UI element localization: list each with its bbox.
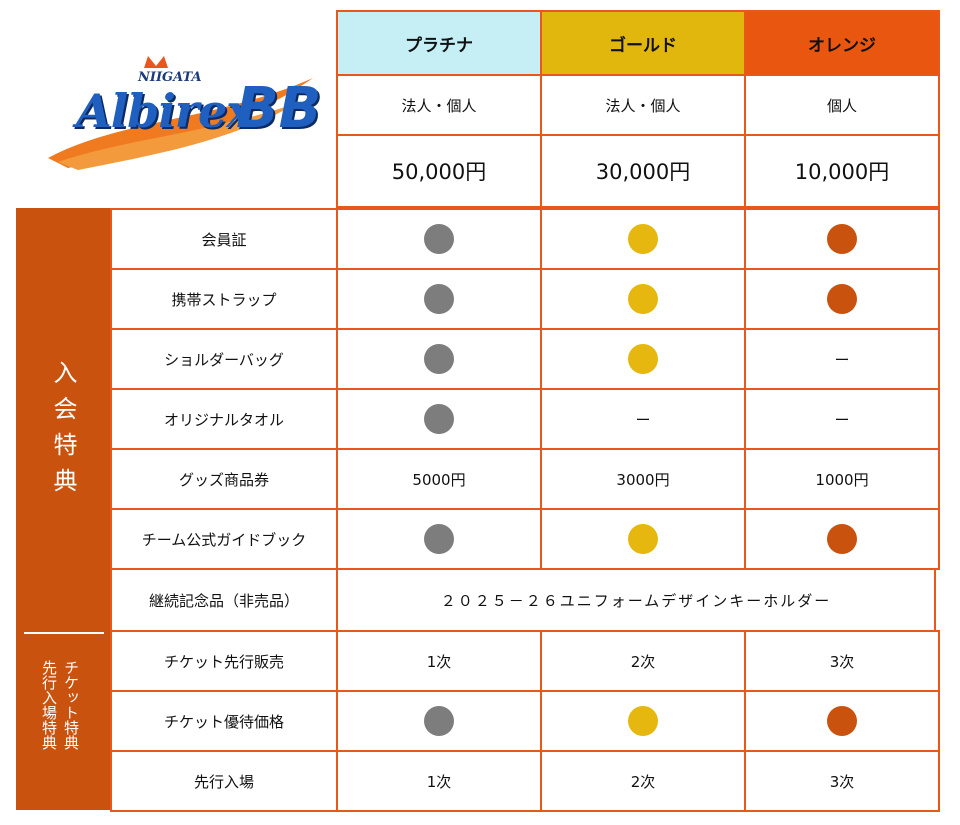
platinum-circle-icon bbox=[424, 706, 454, 736]
benefit-cell-platinum: 1次 bbox=[336, 630, 542, 692]
benefit-cell-gold bbox=[540, 208, 746, 270]
benefit-cell-gold: 3000円 bbox=[540, 448, 746, 510]
row-label: ショルダーバッグ bbox=[110, 328, 338, 390]
gold-circle-icon bbox=[628, 706, 658, 736]
gold-circle-icon bbox=[628, 284, 658, 314]
benefit-cell-gold: 2次 bbox=[540, 630, 746, 692]
orange-circle-icon bbox=[827, 524, 857, 554]
benefit-cell-platinum bbox=[336, 208, 542, 270]
price-orange: 10,000円 bbox=[744, 134, 940, 208]
platinum-circle-icon bbox=[424, 344, 454, 374]
benefit-cell-orange bbox=[744, 508, 940, 570]
gold-circle-icon bbox=[628, 224, 658, 254]
section-label-ticket-2: 先行入場特典 bbox=[40, 660, 58, 750]
benefit-cell-orange bbox=[744, 690, 940, 752]
gold-circle-icon bbox=[628, 344, 658, 374]
benefit-cell-gold: 2次 bbox=[540, 750, 746, 812]
benefit-cell-orange: ー bbox=[744, 388, 940, 450]
logo-main-text: Albirex bbox=[76, 84, 254, 138]
row-label: 会員証 bbox=[110, 208, 338, 270]
team-logo: NIIGATA Albirex BB bbox=[38, 50, 322, 175]
tier-header-platinum: プラチナ bbox=[336, 10, 542, 76]
benefit-cell-platinum bbox=[336, 328, 542, 390]
benefit-cell-platinum bbox=[336, 508, 542, 570]
row-label: 継続記念品（非売品） bbox=[110, 568, 338, 632]
benefit-cell-platinum: 5000円 bbox=[336, 448, 542, 510]
platinum-circle-icon bbox=[424, 404, 454, 434]
row-label: チケット優待価格 bbox=[110, 690, 338, 752]
platinum-circle-icon bbox=[424, 224, 454, 254]
section-label-membership: 入会特典 bbox=[49, 360, 77, 504]
benefit-cell-orange: ー bbox=[744, 328, 940, 390]
benefit-cell-gold bbox=[540, 690, 746, 752]
orange-circle-icon bbox=[827, 224, 857, 254]
benefit-cell-platinum: 1次 bbox=[336, 750, 542, 812]
platinum-circle-icon bbox=[424, 524, 454, 554]
tier-header-gold: ゴールド bbox=[540, 10, 746, 76]
tier-header-orange: オレンジ bbox=[744, 10, 940, 76]
benefit-cell-orange: 1000円 bbox=[744, 448, 940, 510]
price-gold: 30,000円 bbox=[540, 134, 746, 208]
merged-benefit-cell: ２０２５－２６ユニフォームデザインキーホルダー bbox=[336, 568, 936, 632]
benefit-cell-gold bbox=[540, 328, 746, 390]
gold-circle-icon bbox=[628, 524, 658, 554]
logo-top-text: NIIGATA bbox=[138, 70, 202, 85]
platinum-circle-icon bbox=[424, 284, 454, 314]
row-label: オリジナルタオル bbox=[110, 388, 338, 450]
eligibility-orange: 個人 bbox=[744, 74, 940, 136]
price-platinum: 50,000円 bbox=[336, 134, 542, 208]
benefit-cell-orange bbox=[744, 208, 940, 270]
benefit-cell-gold: ー bbox=[540, 388, 746, 450]
benefit-cell-orange: 3次 bbox=[744, 630, 940, 692]
section-sidebar bbox=[16, 208, 112, 810]
eligibility-gold: 法人・個人 bbox=[540, 74, 746, 136]
orange-circle-icon bbox=[827, 284, 857, 314]
benefit-cell-orange: 3次 bbox=[744, 750, 940, 812]
eligibility-platinum: 法人・個人 bbox=[336, 74, 542, 136]
benefit-cell-platinum bbox=[336, 268, 542, 330]
orange-circle-icon bbox=[827, 706, 857, 736]
row-label: チケット先行販売 bbox=[110, 630, 338, 692]
benefit-cell-gold bbox=[540, 508, 746, 570]
section-divider bbox=[24, 632, 104, 634]
section-label-ticket-1: チケット特典 bbox=[62, 660, 80, 750]
logo-suffix-text: BB bbox=[236, 76, 322, 141]
benefit-cell-platinum bbox=[336, 690, 542, 752]
row-label: チーム公式ガイドブック bbox=[110, 508, 338, 570]
row-label: 先行入場 bbox=[110, 750, 338, 812]
logo-graphic bbox=[48, 56, 313, 170]
benefit-cell-platinum bbox=[336, 388, 542, 450]
row-label: 携帯ストラップ bbox=[110, 268, 338, 330]
row-label: グッズ商品券 bbox=[110, 448, 338, 510]
benefit-cell-orange bbox=[744, 268, 940, 330]
benefit-cell-gold bbox=[540, 268, 746, 330]
